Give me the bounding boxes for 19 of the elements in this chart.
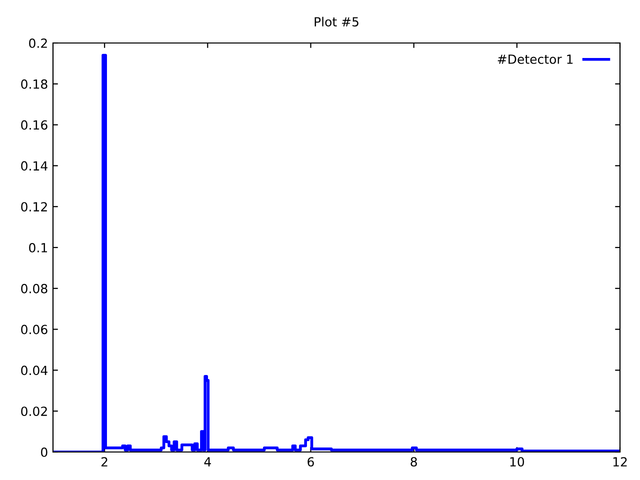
y-tick-label: 0.18 xyxy=(21,79,48,89)
y-tick-label: 0.08 xyxy=(21,284,48,294)
y-tick-label: 0.14 xyxy=(21,161,48,171)
y-tick-label: 0 xyxy=(41,447,48,457)
x-tick-label: 6 xyxy=(308,457,314,467)
x-tick-label: 10 xyxy=(510,457,524,467)
x-tick-label: 12 xyxy=(613,457,627,466)
y-tick-label: 0.02 xyxy=(21,406,47,416)
y-tick-label: 0.1 xyxy=(29,242,47,252)
y-tick-label: 0.12 xyxy=(21,202,47,212)
y-tick-label: 0.04 xyxy=(21,366,48,376)
y-tick-label: 0.16 xyxy=(21,120,48,130)
y-tick-label: 0.06 xyxy=(21,324,48,334)
x-tick-label: 4 xyxy=(204,457,211,466)
x-tick-label: 8 xyxy=(410,457,417,467)
legend-label: #Detector 1 xyxy=(498,54,573,64)
y-tick-label: 0.2 xyxy=(29,38,47,48)
chart-title: Plot #5 xyxy=(314,16,358,27)
x-tick-label: 2 xyxy=(101,457,108,466)
